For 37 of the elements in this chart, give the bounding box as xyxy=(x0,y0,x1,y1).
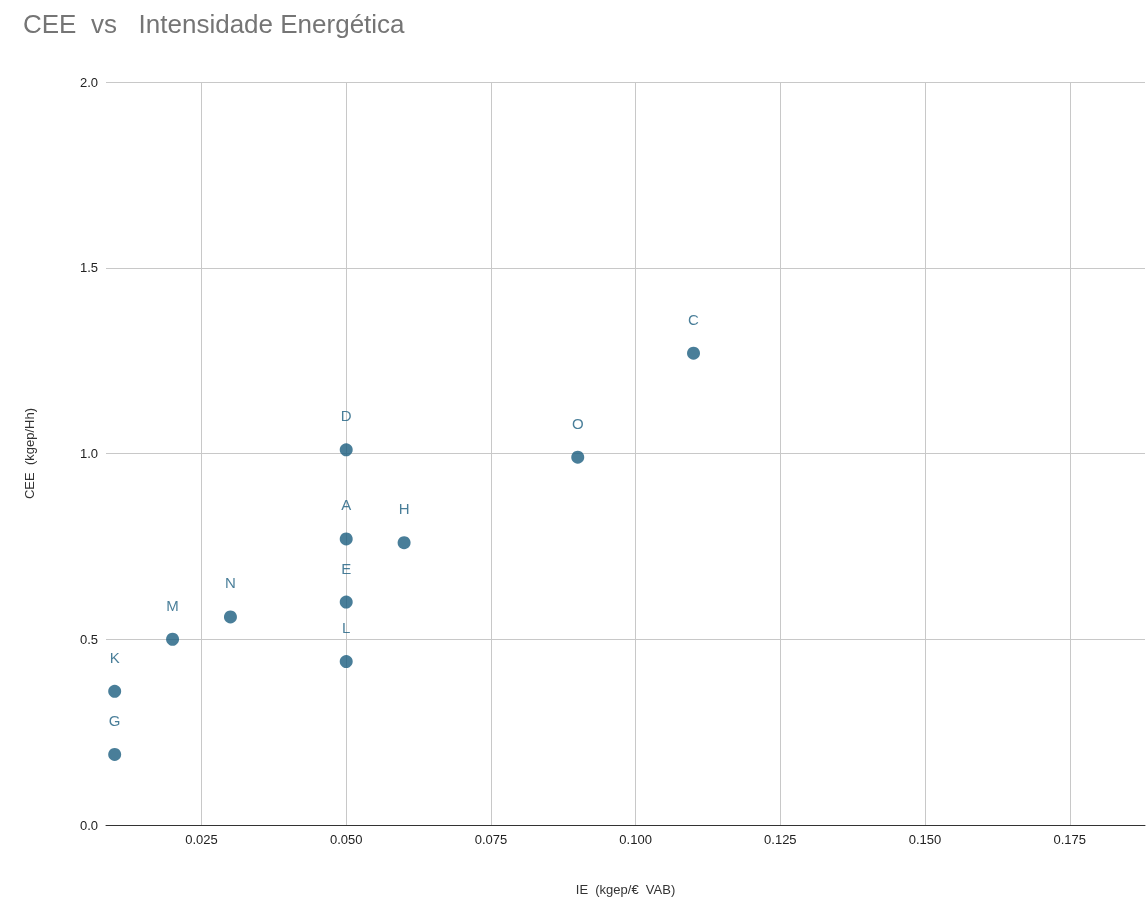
data-label: K xyxy=(109,648,120,666)
x-tick-label: 0.100 xyxy=(619,832,652,847)
point xyxy=(166,632,180,646)
point xyxy=(339,655,353,669)
y-tick-label: 2.0 xyxy=(79,74,98,90)
x-tick-label: 0.050 xyxy=(329,832,363,847)
x-axis-title: IE (kgep/€ VAB) xyxy=(575,882,676,897)
data-label: H xyxy=(398,500,410,518)
x-tick-label: 0.025 xyxy=(185,832,218,847)
y-axis-title: CEE (kgep/Hh) xyxy=(22,407,37,500)
point xyxy=(108,684,122,698)
x-tick-label: 0.125 xyxy=(764,832,797,847)
point xyxy=(687,346,701,360)
point xyxy=(397,536,411,550)
x-tick-label: 0.075 xyxy=(474,832,508,847)
data-label: G xyxy=(108,711,121,729)
x-tick-label: 0.150 xyxy=(908,832,942,847)
data-label: O xyxy=(571,414,584,432)
y-tick-label: 0.0 xyxy=(79,817,98,833)
data-label: A xyxy=(341,496,352,514)
point xyxy=(339,595,353,609)
x-tick-label: 0.175 xyxy=(1053,832,1087,847)
data-label: L xyxy=(342,619,351,637)
point xyxy=(223,610,237,624)
point xyxy=(108,747,122,761)
chart-title: CEE vs Intensidade Energética xyxy=(23,9,406,39)
data-label: M xyxy=(166,596,179,614)
y-tick-label: 1.0 xyxy=(79,446,98,461)
y-tick-label: 0.5 xyxy=(79,631,98,647)
point xyxy=(339,532,353,546)
data-label: C xyxy=(688,310,700,328)
point xyxy=(571,450,585,464)
data-label: E xyxy=(341,559,352,577)
data-label: D xyxy=(340,407,352,425)
data-label: N xyxy=(225,574,236,592)
point xyxy=(339,443,353,457)
y-tick-label: 1.5 xyxy=(79,260,98,276)
